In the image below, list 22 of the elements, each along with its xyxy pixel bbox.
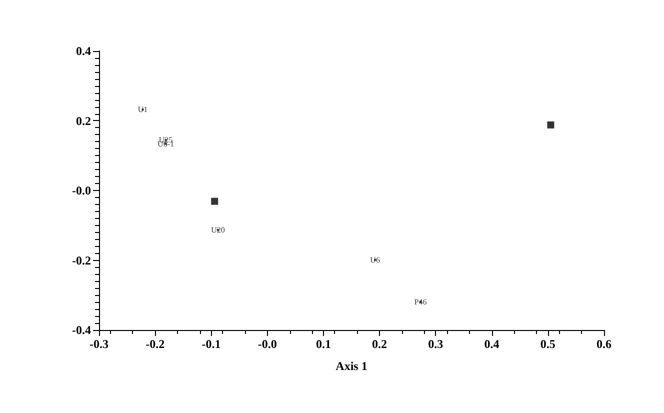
- point: [547, 121, 554, 128]
- y-tick-label: 0.2: [76, 114, 91, 128]
- x-tick-label: 0.2: [372, 337, 388, 351]
- x-axis-title: Axis 1: [336, 359, 368, 373]
- data-label: U20: [211, 225, 225, 234]
- x-tick-label: 0.5: [540, 337, 556, 351]
- y-tick-label: -0.0: [72, 184, 91, 198]
- x-tick-label: 0.6: [596, 337, 612, 351]
- x-tick-label: -0.0: [258, 337, 277, 351]
- y-tick-label: 0.4: [76, 44, 91, 58]
- x-tick-label: -0.3: [90, 337, 108, 351]
- x-tick-label: -0.2: [146, 337, 165, 351]
- data-label: U6: [370, 255, 380, 264]
- x-tick-label: 0.4: [484, 337, 500, 351]
- data-label: U1: [138, 105, 148, 114]
- x-tick-label: -0.1: [202, 337, 221, 351]
- x-tick-label: 0.3: [428, 337, 444, 351]
- x-tick-label: 0.1: [316, 337, 331, 351]
- data-label: P46: [414, 297, 427, 306]
- point: [211, 198, 218, 205]
- y-tick-label: -0.2: [72, 253, 91, 268]
- y-tick-label: -0.4: [72, 323, 91, 337]
